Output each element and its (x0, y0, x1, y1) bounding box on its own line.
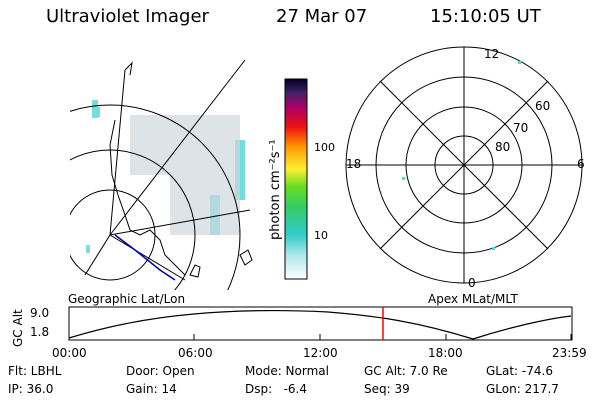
mlt-label-0: 0 (468, 276, 476, 290)
timeline-xtick-0: 00:00 (52, 346, 87, 360)
apex-caption: Apex MLat/MLT (428, 292, 518, 306)
altitude-curve (68, 310, 572, 340)
altitude-timeline (68, 306, 573, 341)
date-label: 27 Mar 07 (276, 6, 368, 27)
status-flt: Flt: LBHL (8, 364, 62, 378)
coastline (109, 61, 253, 278)
time-label: 15:10:05 UT (430, 6, 541, 27)
geographic-caption: Geographic Lat/Lon (68, 292, 186, 306)
status-dsp: Dsp: -6.4 (245, 382, 308, 396)
timeline-ylabel: GC Alt (11, 309, 25, 347)
status-mode: Mode: Normal (245, 364, 329, 378)
status-door: Door: Open (126, 364, 195, 378)
mlat-label-80: 80 (495, 140, 511, 154)
status-seq: Seq: 39 (364, 382, 410, 396)
mlt-label-18: 18 (346, 157, 362, 171)
status-gain: Gain: 14 (126, 382, 177, 396)
instrument-title: Ultraviolet Imager (46, 6, 209, 27)
colorbar-tick-10: 10 (314, 229, 328, 242)
colorbar-tick-100: 100 (314, 141, 335, 154)
timeline-ytick-min: 1.8 (30, 325, 50, 339)
mlat-label-60: 60 (535, 99, 551, 113)
terminator-line (114, 234, 176, 281)
mlt-label-6: 6 (577, 157, 585, 171)
status-ip: IP: 36.0 (8, 382, 54, 396)
timeline-ytick-max: 9.0 (30, 306, 50, 320)
colorbar (284, 78, 308, 280)
mlat-label-70: 70 (513, 121, 529, 135)
timeline-xtick-2: 12:00 (303, 346, 338, 360)
status-glon: GLon: 217.7 (486, 382, 559, 396)
timeline-xtick-3: 18:00 (428, 346, 463, 360)
mlt-label-12: 12 (484, 47, 500, 61)
polar-mlat-mlt-plot (345, 46, 583, 284)
status-glat: GLat: -74.6 (486, 364, 553, 378)
geographic-map (70, 59, 253, 290)
timeline-xtick-4: 23:59 (552, 346, 587, 360)
colorbar-unit-label: photon cm⁻²s⁻¹ (268, 139, 283, 240)
status-gc-alt: GC Alt: 7.0 Re (364, 364, 448, 378)
timeline-xtick-1: 06:00 (178, 346, 213, 360)
